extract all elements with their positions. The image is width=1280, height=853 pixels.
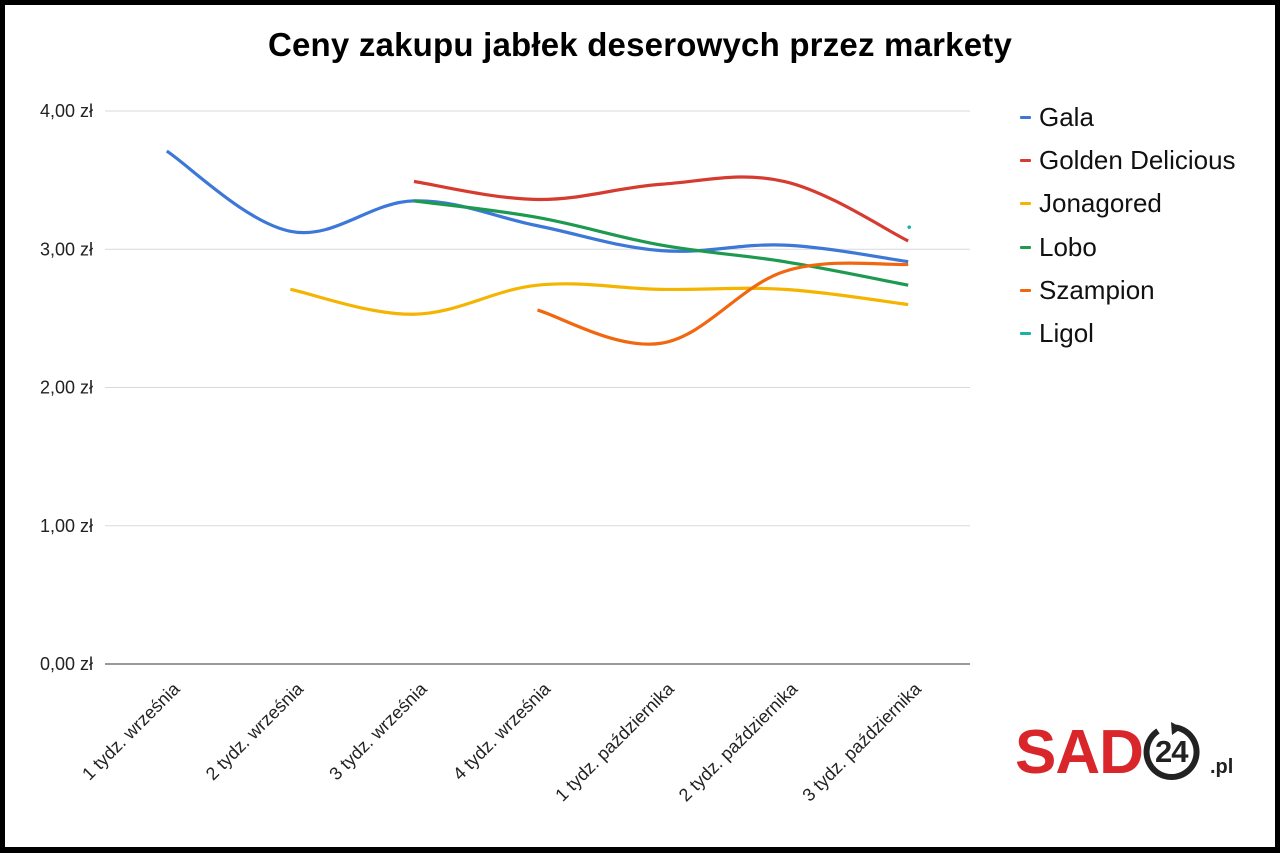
legend-item-szampion: Szampion [1020,269,1236,312]
legend-item-gala: Gala [1020,96,1236,139]
legend-label: Jonagored [1039,188,1162,219]
legend-swatch-icon [1020,202,1031,206]
series-line-lobo [413,199,909,287]
y-tick-label: 2,00 zł [40,378,93,398]
chart-frame [5,5,1275,847]
chart-title: Ceny zakupu jabłek deserowych przez mark… [267,26,1013,63]
legend-item-jonagored: Jonagored [1020,182,1236,225]
sad24-logo: SAD 24 .pl [1015,718,1255,798]
chart-legend: Gala Golden Delicious Jonagored Lobo Szampio… [1020,96,1236,355]
legend-swatch-icon [1020,332,1031,336]
refresh-arrow-icon [1143,722,1200,780]
series-line-jonagored [290,282,909,316]
y-tick-label: 3,00 zł [40,239,93,259]
x-tick-label: 3 tydz. października [798,678,925,805]
legend-label: Gala [1039,102,1094,133]
legend-label: Golden Delicious [1039,145,1236,176]
x-tick-label: 4 tydz. września [449,678,555,784]
x-tick-label: 2 tydz. września [202,678,308,784]
legend-swatch-icon [1020,245,1031,249]
series-line-gala [165,149,909,264]
legend-label: Ligol [1039,318,1094,349]
x-tick-label: 1 tydz. września [78,678,184,784]
legend-label: Szampion [1039,274,1155,305]
logo-domain-suffix: .pl [1210,756,1234,778]
legend-item-lobo: Lobo [1020,226,1236,269]
legend-swatch-icon [1020,288,1031,292]
y-tick-label: 4,00 zł [40,101,93,121]
series-line-golden-delicious [413,175,909,243]
y-tick-label: 0,00 zł [40,654,93,674]
logo-brand-text: SAD [1015,718,1144,787]
legend-label: Lobo [1039,231,1097,262]
x-tick-label: 3 tydz. września [325,678,431,784]
legend-item-ligol: Ligol [1020,312,1236,355]
series-line-szampion [537,261,909,346]
logo-number: 24 [1155,734,1188,769]
x-tick-label: 2 tydz. października [675,678,802,805]
legend-swatch-icon [1020,159,1031,163]
y-tick-label: 1,00 zł [40,516,93,536]
series-point-ligol [907,225,912,229]
legend-swatch-icon [1020,116,1031,120]
x-tick-label: 1 tydz. października [551,678,678,805]
legend-item-golden-delicious: Golden Delicious [1020,139,1236,182]
